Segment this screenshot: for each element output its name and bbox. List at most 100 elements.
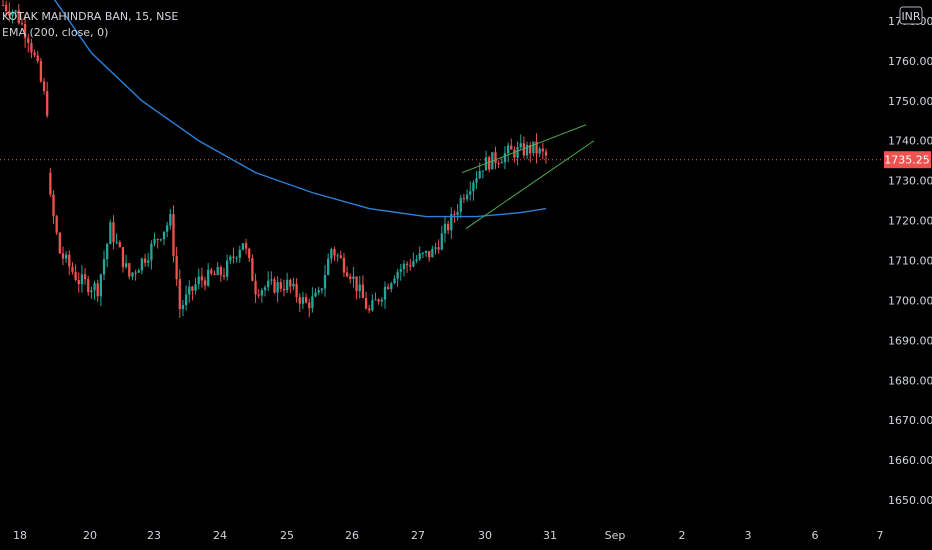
y-tick-label: 1730.00 — [888, 175, 932, 188]
candle-body — [55, 216, 58, 233]
overlays-layer — [0, 0, 884, 229]
candle-body — [320, 288, 324, 291]
candle-body — [465, 194, 469, 200]
candle-body — [11, 12, 14, 16]
candle-body — [30, 42, 33, 53]
candle-body — [434, 247, 437, 249]
candle-body — [450, 214, 453, 231]
candle-body — [437, 247, 440, 250]
candle-body — [390, 283, 393, 290]
candle-body — [169, 214, 172, 226]
candles-layer — [1, 0, 548, 318]
candle-body — [459, 198, 462, 212]
candle-body — [219, 267, 222, 276]
x-tick-label: 24 — [213, 529, 227, 542]
candle-body — [162, 231, 166, 240]
time-axis[interactable]: 18 20 23 24 25 26 27 30 31 Sep 2 3 6 7 — [13, 529, 884, 542]
candle-body — [544, 151, 548, 156]
candle-body — [14, 10, 17, 13]
candle-body — [289, 279, 292, 287]
candle-body — [355, 276, 358, 292]
candle-body — [102, 259, 106, 275]
candle-body — [333, 249, 336, 256]
candle-body — [257, 294, 260, 296]
candle-body — [150, 243, 153, 261]
candle-body — [462, 198, 466, 200]
y-tick-label: 1660.00 — [888, 454, 932, 467]
candle-body — [36, 55, 39, 62]
candle-body — [248, 248, 251, 259]
candle-body — [311, 296, 314, 309]
candle-body — [20, 23, 24, 25]
candle-body — [128, 263, 131, 277]
candle-body — [232, 256, 235, 258]
candle-body — [532, 141, 535, 154]
candle-body — [235, 257, 238, 259]
candle-body — [90, 290, 93, 293]
candle-body — [475, 178, 478, 183]
candle-body — [87, 279, 90, 293]
x-tick-label: 20 — [83, 529, 97, 542]
candle-body — [191, 286, 194, 291]
candle-body — [535, 141, 538, 154]
candle-body — [140, 258, 144, 271]
trendline-upper[interactable] — [461, 124, 587, 174]
candle-body — [99, 274, 103, 297]
candle-body — [516, 147, 519, 158]
candle-body — [456, 211, 459, 215]
candle-body — [276, 282, 279, 293]
candle-body — [304, 297, 308, 303]
candle-body — [23, 23, 27, 39]
y-tick-label: 1650.00 — [888, 494, 932, 507]
candle-body — [469, 191, 472, 195]
candle-body — [153, 239, 156, 244]
candle-body — [58, 232, 61, 254]
candle-body — [137, 270, 140, 273]
candle-body — [229, 256, 232, 261]
candle-body — [52, 194, 55, 217]
candle-body — [371, 300, 374, 311]
candle-body — [361, 284, 365, 298]
candle-body — [207, 269, 210, 286]
candle-body — [112, 222, 115, 243]
y-tick-label: 1740.00 — [888, 135, 932, 148]
candle-body — [96, 283, 99, 297]
candle-body — [118, 241, 121, 248]
candle-body — [8, 11, 11, 16]
candle-body — [396, 271, 399, 279]
candle-body — [541, 148, 544, 152]
candle-body — [77, 280, 80, 285]
currency-badge[interactable]: INR — [899, 6, 923, 25]
candle-body — [298, 297, 301, 304]
candle-body — [210, 269, 213, 274]
candle-body — [418, 253, 421, 260]
candle-body — [339, 255, 342, 258]
y-tick-label: 1680.00 — [888, 374, 932, 387]
x-tick-label: 6 — [812, 529, 819, 542]
candle-body — [124, 263, 128, 268]
candle-body — [327, 258, 330, 275]
candle-body — [254, 280, 257, 295]
candle-body — [446, 223, 450, 231]
candle-body — [481, 170, 485, 172]
candle-body — [494, 152, 497, 164]
candle-body — [387, 286, 390, 290]
candle-body — [147, 260, 150, 263]
candle-body — [273, 279, 276, 293]
candle-body — [308, 302, 311, 309]
candle-body — [349, 276, 352, 280]
candle-body — [519, 143, 522, 148]
candle-body — [472, 182, 475, 192]
last-price-tag: 1735.25 — [884, 151, 931, 169]
trendline-lower[interactable] — [465, 140, 595, 229]
candle-body — [488, 157, 491, 170]
candle-body — [301, 297, 305, 304]
candle-body — [513, 149, 516, 158]
candle-body — [109, 222, 112, 245]
candle-body — [497, 163, 500, 165]
candle-body — [440, 233, 443, 250]
candle-body — [285, 279, 289, 291]
candle-body — [216, 267, 219, 276]
